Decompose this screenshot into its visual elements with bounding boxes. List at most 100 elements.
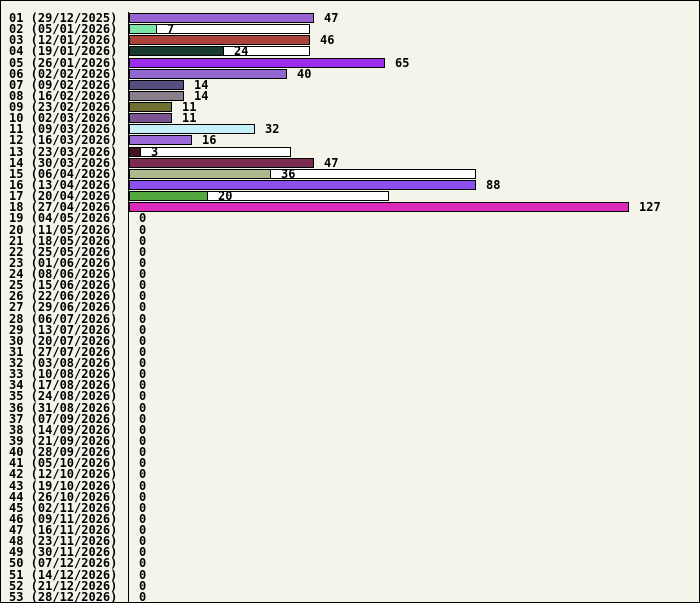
value-label: 0 (139, 545, 147, 559)
week-label: 25 (15/06/2026) (9, 278, 118, 292)
value-label: 0 (139, 534, 147, 548)
week-label: 42 (12/10/2026) (9, 467, 118, 481)
value-label: 46 (320, 33, 335, 47)
value-label: 0 (139, 234, 147, 248)
value-label: 0 (139, 556, 147, 570)
value-label: 0 (139, 389, 147, 403)
value-bar (129, 180, 476, 190)
week-label: 16 (13/04/2026) (9, 178, 118, 192)
week-label: 18 (27/04/2026) (9, 200, 118, 214)
value-label: 0 (139, 256, 147, 270)
week-label: 20 (11/05/2026) (9, 223, 118, 237)
week-label: 36 (31/08/2026) (9, 401, 118, 415)
value-label: 0 (139, 300, 147, 314)
week-label: 26 (22/06/2026) (9, 289, 118, 303)
value-label: 0 (139, 278, 147, 292)
value-label: 0 (139, 445, 147, 459)
week-label: 32 (03/08/2026) (9, 356, 118, 370)
week-label: 22 (25/05/2026) (9, 245, 118, 259)
week-label: 12 (16/03/2026) (9, 133, 118, 147)
week-label: 17 (20/04/2026) (9, 189, 118, 203)
value-label: 0 (139, 490, 147, 504)
week-label: 11 (09/03/2026) (9, 122, 118, 136)
value-bar (129, 58, 385, 68)
week-label: 47 (16/11/2026) (9, 523, 118, 537)
value-label: 0 (139, 223, 147, 237)
value-label: 0 (139, 367, 147, 381)
value-label: 0 (139, 323, 147, 337)
value-bar (129, 80, 184, 90)
value-label: 0 (139, 512, 147, 526)
value-label: 0 (139, 579, 147, 593)
value-bar (129, 69, 287, 79)
week-label: 39 (21/09/2026) (9, 434, 118, 448)
value-label: 0 (139, 423, 147, 437)
value-bar (129, 46, 224, 56)
value-label: 88 (486, 178, 501, 192)
value-label: 0 (139, 434, 147, 448)
week-label: 08 (16/02/2026) (9, 89, 118, 103)
value-label: 0 (139, 501, 147, 515)
week-label: 01 (29/12/2025) (9, 11, 118, 25)
value-label: 14 (194, 89, 209, 103)
week-label: 38 (14/09/2026) (9, 423, 118, 437)
value-bar (129, 91, 184, 101)
value-bar (129, 158, 314, 168)
value-label: 0 (139, 312, 147, 326)
value-bar (129, 135, 192, 145)
week-label: 44 (26/10/2026) (9, 490, 118, 504)
week-label: 30 (20/07/2026) (9, 334, 118, 348)
week-label: 43 (19/10/2026) (9, 479, 118, 493)
week-label: 09 (23/02/2026) (9, 100, 118, 114)
week-label: 03 (12/01/2026) (9, 33, 118, 47)
value-label: 24 (234, 44, 249, 58)
value-bar (129, 169, 271, 179)
week-label: 53 (28/12/2026) (9, 590, 118, 603)
value-label: 20 (218, 189, 233, 203)
week-label: 15 (06/04/2026) (9, 167, 118, 181)
value-label: 14 (194, 78, 209, 92)
value-label: 0 (139, 467, 147, 481)
week-label: 04 (19/01/2026) (9, 44, 118, 58)
value-label: 0 (139, 401, 147, 415)
value-label: 7 (167, 22, 175, 36)
value-bar (129, 191, 208, 201)
y-axis-line (128, 12, 129, 602)
week-label: 40 (28/09/2026) (9, 445, 118, 459)
week-label: 07 (09/02/2026) (9, 78, 118, 92)
week-label: 46 (09/11/2026) (9, 512, 118, 526)
value-label: 0 (139, 267, 147, 281)
week-label: 41 (05/10/2026) (9, 456, 118, 470)
value-bar (129, 113, 172, 123)
week-label: 10 (02/03/2026) (9, 111, 118, 125)
value-label: 47 (324, 156, 339, 170)
week-label: 35 (24/08/2026) (9, 389, 118, 403)
week-label: 51 (14/12/2026) (9, 568, 118, 582)
week-label: 31 (27/07/2026) (9, 345, 118, 359)
value-bar (129, 24, 157, 34)
value-label: 32 (265, 122, 280, 136)
value-bar (129, 13, 314, 23)
value-label: 0 (139, 211, 147, 225)
week-label: 45 (02/11/2026) (9, 501, 118, 515)
week-label: 24 (08/06/2026) (9, 267, 118, 281)
week-label: 48 (23/11/2026) (9, 534, 118, 548)
value-label: 0 (139, 456, 147, 470)
week-label: 37 (07/09/2026) (9, 412, 118, 426)
week-label: 52 (21/12/2026) (9, 579, 118, 593)
value-bar (129, 35, 310, 45)
week-label: 28 (06/07/2026) (9, 312, 118, 326)
week-label: 05 (26/01/2026) (9, 56, 118, 70)
week-label: 02 (05/01/2026) (9, 22, 118, 36)
value-label: 3 (151, 145, 159, 159)
week-label: 33 (10/08/2026) (9, 367, 118, 381)
week-label: 14 (30/03/2026) (9, 156, 118, 170)
value-bar (129, 147, 141, 157)
value-label: 47 (324, 11, 339, 25)
value-label: 0 (139, 568, 147, 582)
value-label: 0 (139, 523, 147, 537)
week-label: 34 (17/08/2026) (9, 378, 118, 392)
value-label: 11 (182, 111, 197, 125)
value-label: 0 (139, 590, 147, 603)
